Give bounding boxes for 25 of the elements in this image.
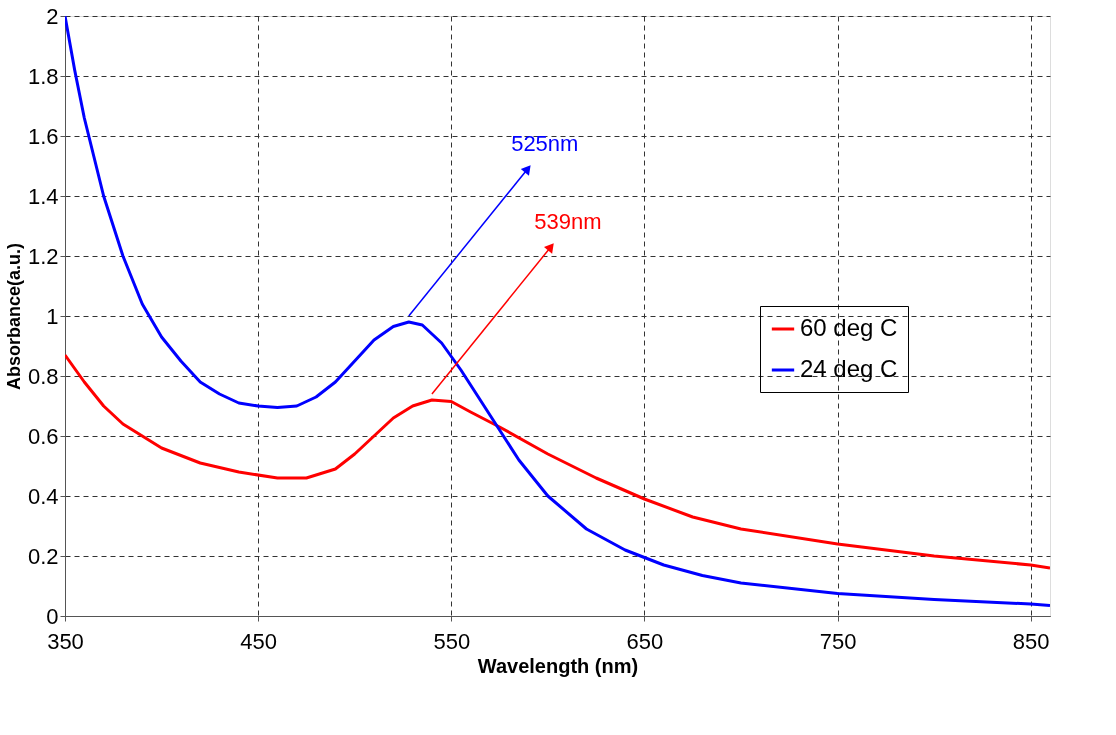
x-tick-label: 750 (819, 628, 857, 654)
y-tick-label: 0.6 (27, 423, 59, 449)
y-tick-label: 0 (46, 603, 59, 629)
x-tick-label: 450 (240, 628, 277, 654)
x-tick-label: 350 (47, 628, 84, 654)
x-axis-title: Wavelength (nm) (477, 654, 639, 677)
y-tick-label: 2 (46, 3, 59, 29)
y-tick-label: 1.8 (27, 63, 59, 89)
legend-label: 60 deg C (800, 314, 898, 341)
x-tick-label: 850 (1012, 628, 1050, 654)
y-tick-label: 1.4 (27, 183, 59, 209)
y-tick-label: 0.2 (27, 543, 59, 569)
x-tick-label: 650 (626, 628, 664, 654)
y-tick-label: 1.6 (27, 123, 59, 149)
y-tick-label: 1 (46, 303, 59, 329)
x-tick-label: 550 (433, 628, 471, 654)
legend-label: 24 deg C (800, 355, 898, 382)
y-tick-label: 0.8 (27, 363, 59, 389)
annotation: 539nm (534, 209, 602, 234)
annotation: 525nm (511, 131, 579, 156)
y-tick-label: 0.4 (27, 483, 59, 509)
y-tick-label: 1.2 (27, 243, 59, 269)
line-series (65, 16, 1050, 607)
line-series (65, 353, 1050, 570)
y-axis-title: Absorbance(a.u.) (3, 242, 24, 391)
